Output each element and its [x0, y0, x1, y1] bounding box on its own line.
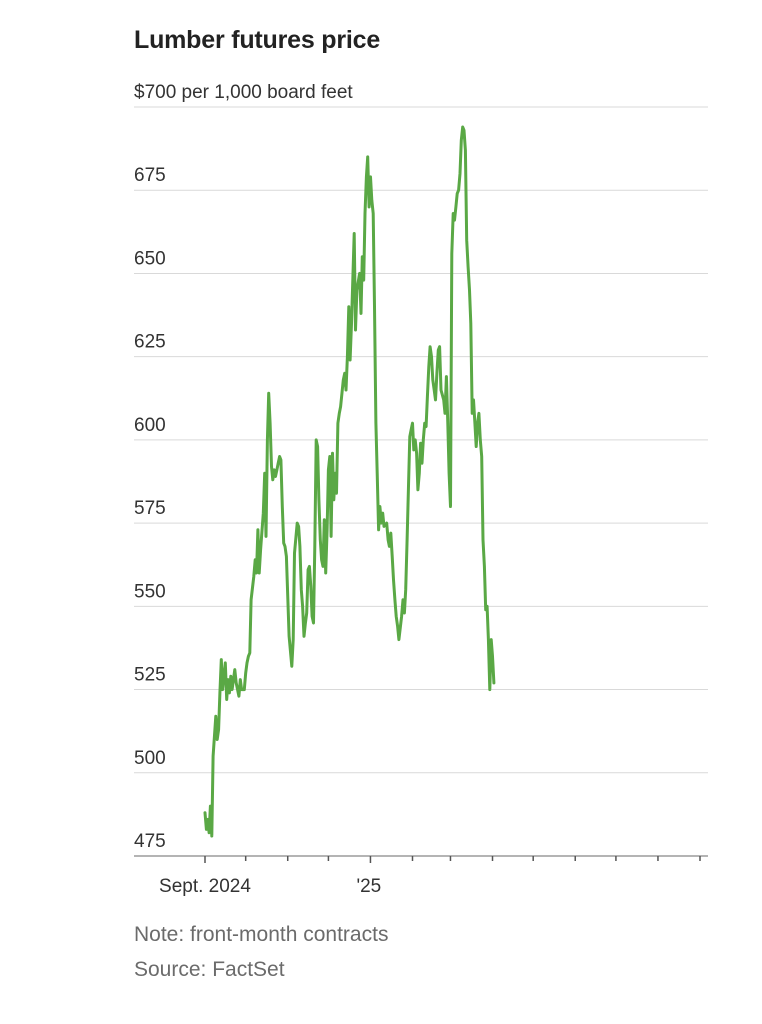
- y-tick-label: 525: [134, 665, 166, 686]
- y-tick-label: 650: [134, 248, 166, 269]
- line-chart: $700 per 1,000 board feet 675 650 625 600 575…: [134, 82, 708, 897]
- x-axis: Sept. 2024 '25: [134, 855, 708, 897]
- y-tick-label: 575: [134, 498, 166, 519]
- y-tick-label: 675: [134, 165, 166, 186]
- y-tick-label: 550: [134, 581, 166, 602]
- x-tick-label: Sept. 2024: [159, 876, 251, 897]
- y-tick-label: 500: [134, 748, 166, 769]
- y-tick-label: 600: [134, 415, 166, 436]
- y-tick-label: $700 per 1,000 board feet: [134, 82, 353, 103]
- y-tick-label: 475: [134, 831, 166, 852]
- y-tick-label: 625: [134, 332, 166, 353]
- x-tick-label: '25: [356, 876, 381, 897]
- data-series: [203, 125, 496, 838]
- y-tick-labels: $700 per 1,000 board feet 675 650 625 600 575…: [134, 82, 353, 852]
- chart-source: Source: FactSet: [134, 958, 285, 981]
- chart-note: Note: front-month contracts: [134, 923, 389, 946]
- price-line: [203, 125, 496, 838]
- chart-title: Lumber futures price: [134, 26, 381, 54]
